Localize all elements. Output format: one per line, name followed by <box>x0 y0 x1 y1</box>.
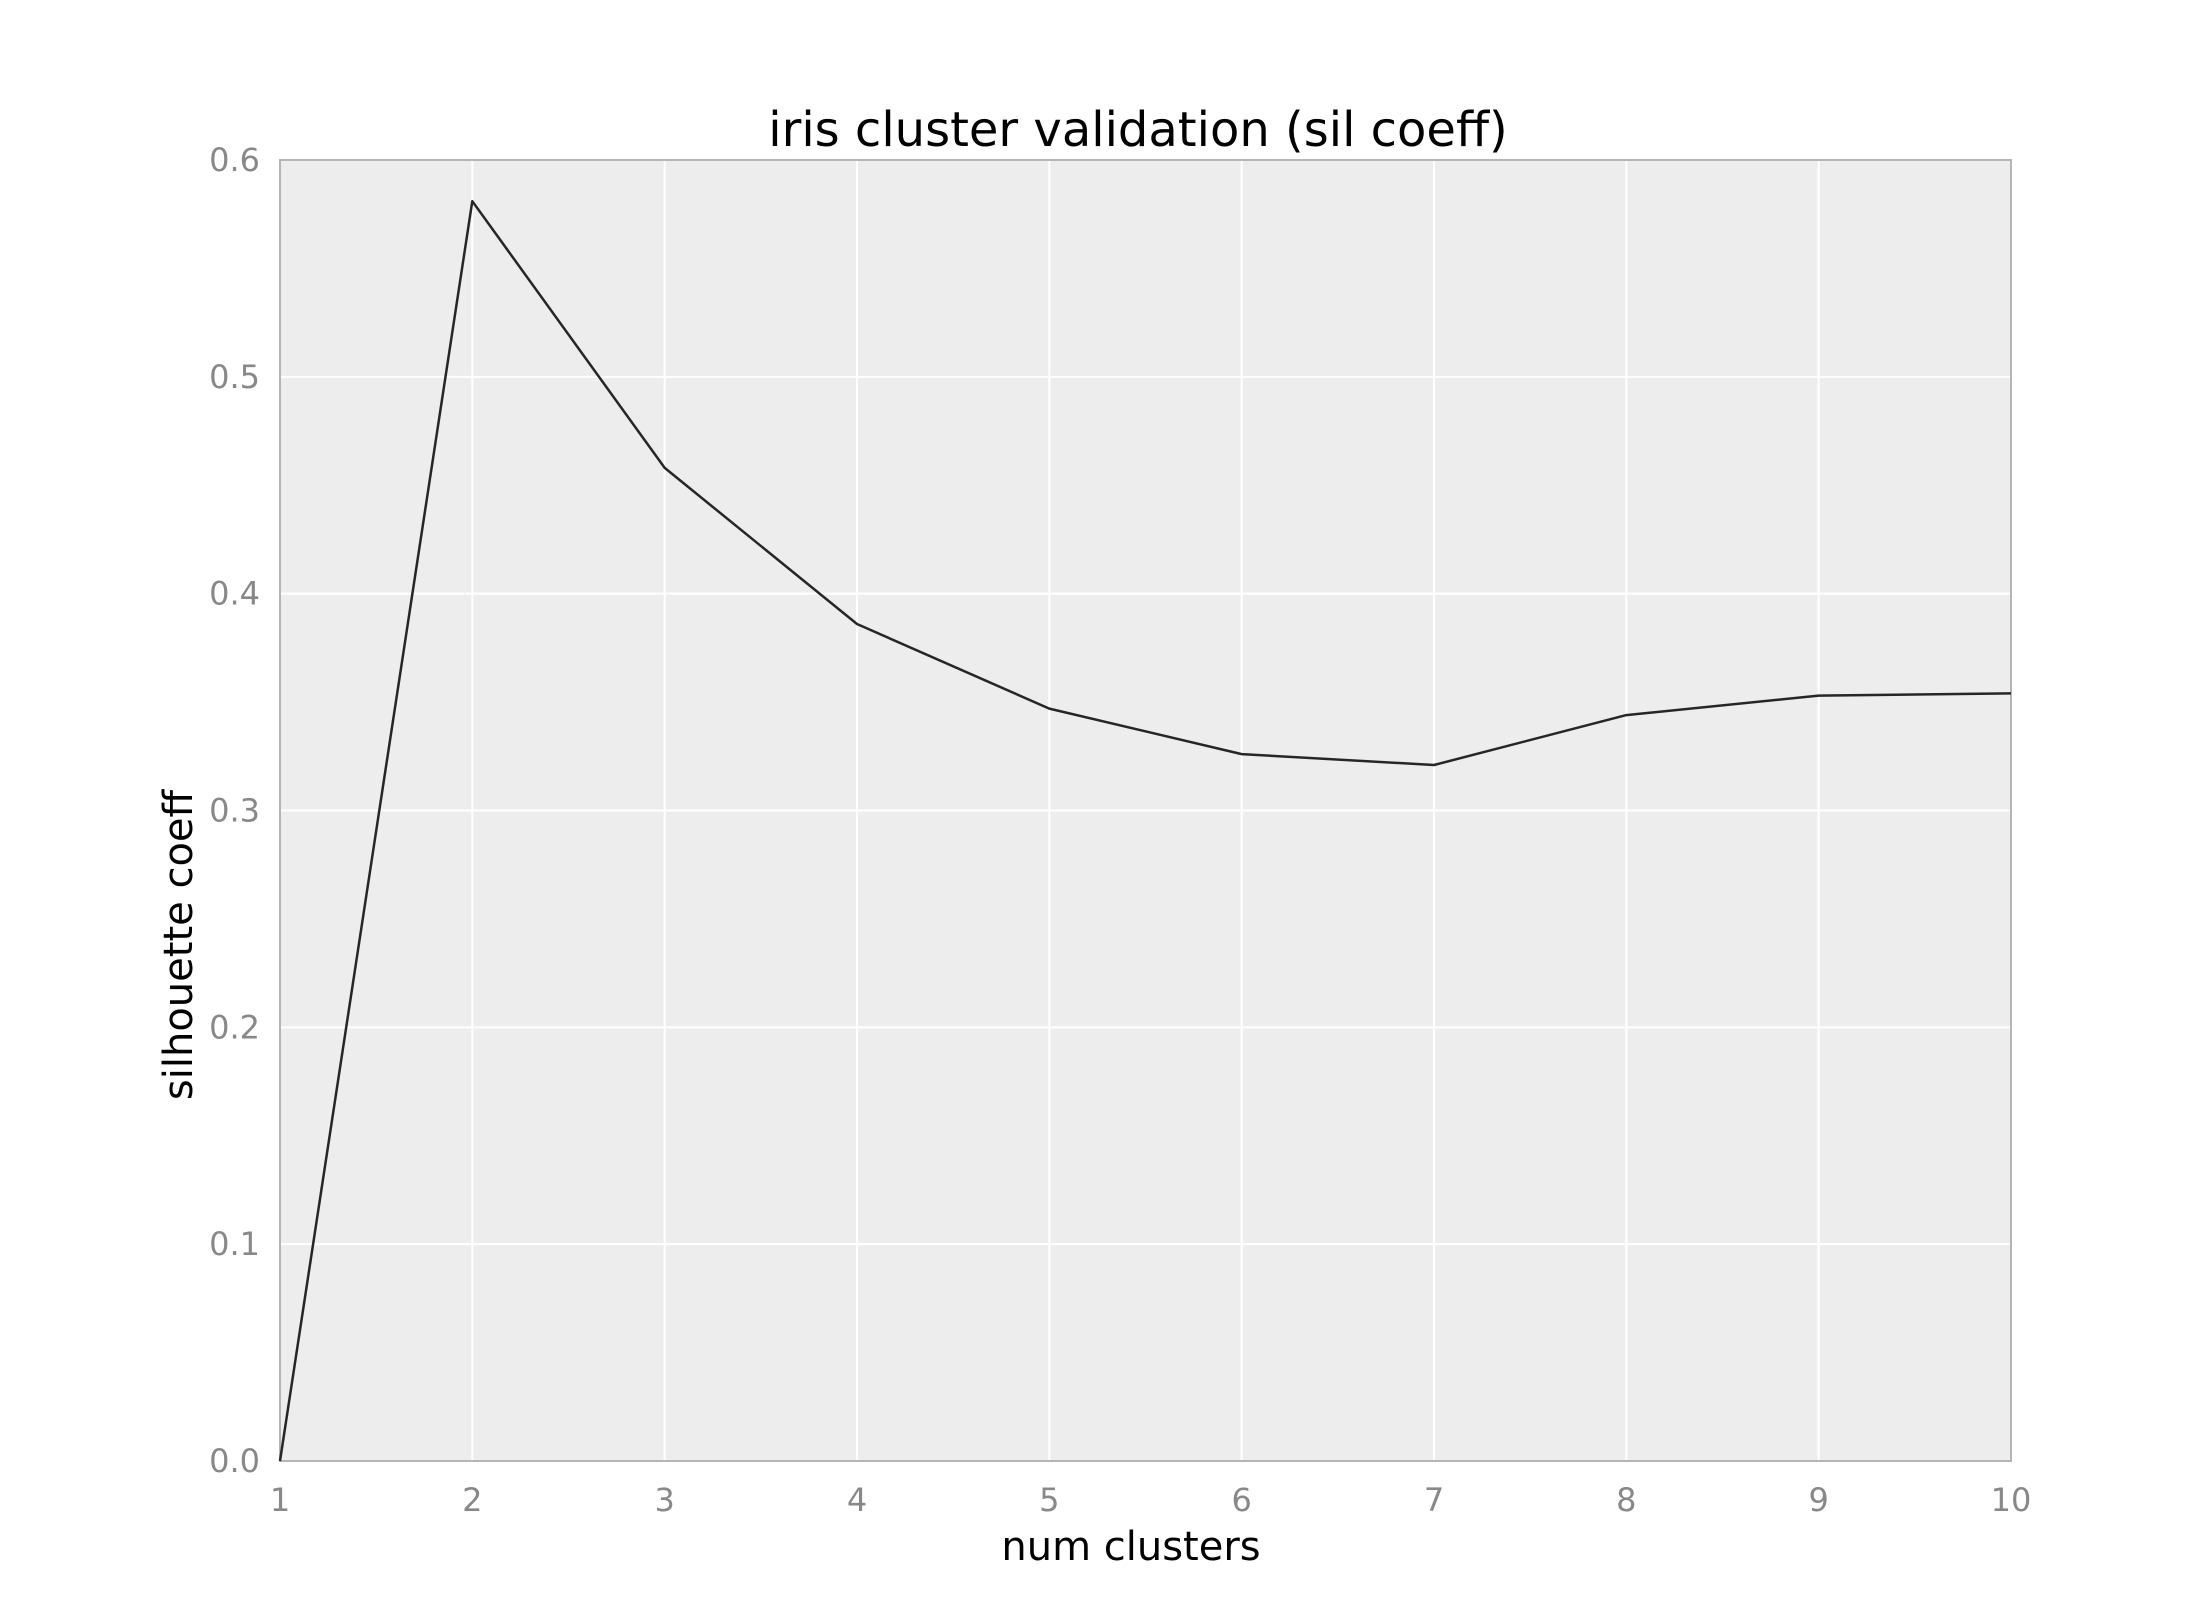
x-tick-label: 6 <box>1231 1481 1251 1519</box>
y-axis-label: silhouette coeff <box>156 788 202 1100</box>
chart-title: iris cluster validation (sil coeff) <box>768 102 1508 158</box>
y-tick-label: 0.2 <box>209 1008 260 1046</box>
plot-frame <box>279 159 2012 1462</box>
y-tick-label: 0.6 <box>209 141 260 179</box>
x-tick-labels: 1 2 3 4 5 6 7 8 9 10 <box>270 1481 2032 1519</box>
y-tick-label: 0.4 <box>209 575 260 613</box>
series-line <box>278 199 2012 1462</box>
x-axis-label: num clusters <box>1001 1524 1260 1570</box>
x-tick-label: 8 <box>1616 1481 1636 1519</box>
x-tick-label: 5 <box>1039 1481 1059 1519</box>
x-tick-label: 4 <box>847 1481 867 1519</box>
x-tick-label: 1 <box>270 1481 290 1519</box>
y-tick-label: 0.3 <box>209 792 260 830</box>
x-tick-label: 7 <box>1424 1481 1444 1519</box>
y-tick-label: 0.5 <box>209 358 260 396</box>
x-tick-label: 3 <box>654 1481 674 1519</box>
y-tick-label: 0.1 <box>209 1225 260 1263</box>
x-tick-label: 2 <box>462 1481 482 1519</box>
y-tick-label: 0.0 <box>209 1442 260 1480</box>
x-tick-label: 10 <box>1991 1481 2032 1519</box>
x-tick-label: 9 <box>1808 1481 1828 1519</box>
y-tick-labels: 0.0 0.1 0.2 0.3 0.4 0.5 0.6 <box>209 141 260 1480</box>
